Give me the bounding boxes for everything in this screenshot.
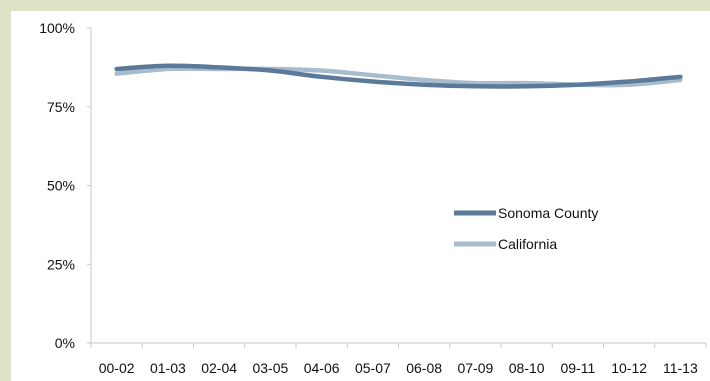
- x-tick-label: 03-05: [252, 360, 288, 376]
- line-chart: 0% 25% 50% 75% 100% 00-02 01-03 02-04 03-05 04-0…: [39, 20, 707, 376]
- legend-label-sonoma-county: Sonoma County: [498, 205, 598, 221]
- y-tick-label: 50%: [47, 178, 75, 194]
- series-layer: [114, 63, 683, 89]
- x-tick-label: 07-09: [457, 360, 493, 376]
- y-tick-label: 25%: [47, 256, 75, 272]
- legend-label-california: California: [498, 236, 557, 252]
- y-tick-label: 100%: [39, 20, 75, 36]
- x-tick-label: 02-04: [201, 360, 237, 376]
- x-axis-ticks: 00-02 01-03 02-04 03-05 04-06 05-07 06-08 07-09…: [90, 343, 707, 376]
- y-axis-ticks: 0% 25% 50% 75% 100%: [39, 20, 91, 351]
- x-tick-label: 10-12: [611, 360, 647, 376]
- x-tick-label: 09-11: [560, 360, 595, 376]
- x-tick-label: 04-06: [304, 360, 340, 376]
- chart-frame: 0% 25% 50% 75% 100% 00-02 01-03 02-04 03-05 04-0…: [11, 11, 710, 381]
- x-tick-label: 06-08: [406, 360, 442, 376]
- x-tick-label: 00-02: [99, 360, 135, 376]
- axes: [90, 28, 706, 344]
- x-tick-label: 05-07: [355, 360, 391, 376]
- x-tick-label: 11-13: [663, 360, 698, 376]
- legend: Sonoma County California: [454, 205, 598, 252]
- series-line-sonoma-county: [114, 63, 683, 89]
- x-tick-label: 01-03: [150, 360, 186, 376]
- y-tick-label: 0%: [55, 335, 75, 351]
- y-tick-label: 75%: [47, 99, 75, 115]
- x-tick-label: 08-10: [509, 360, 545, 376]
